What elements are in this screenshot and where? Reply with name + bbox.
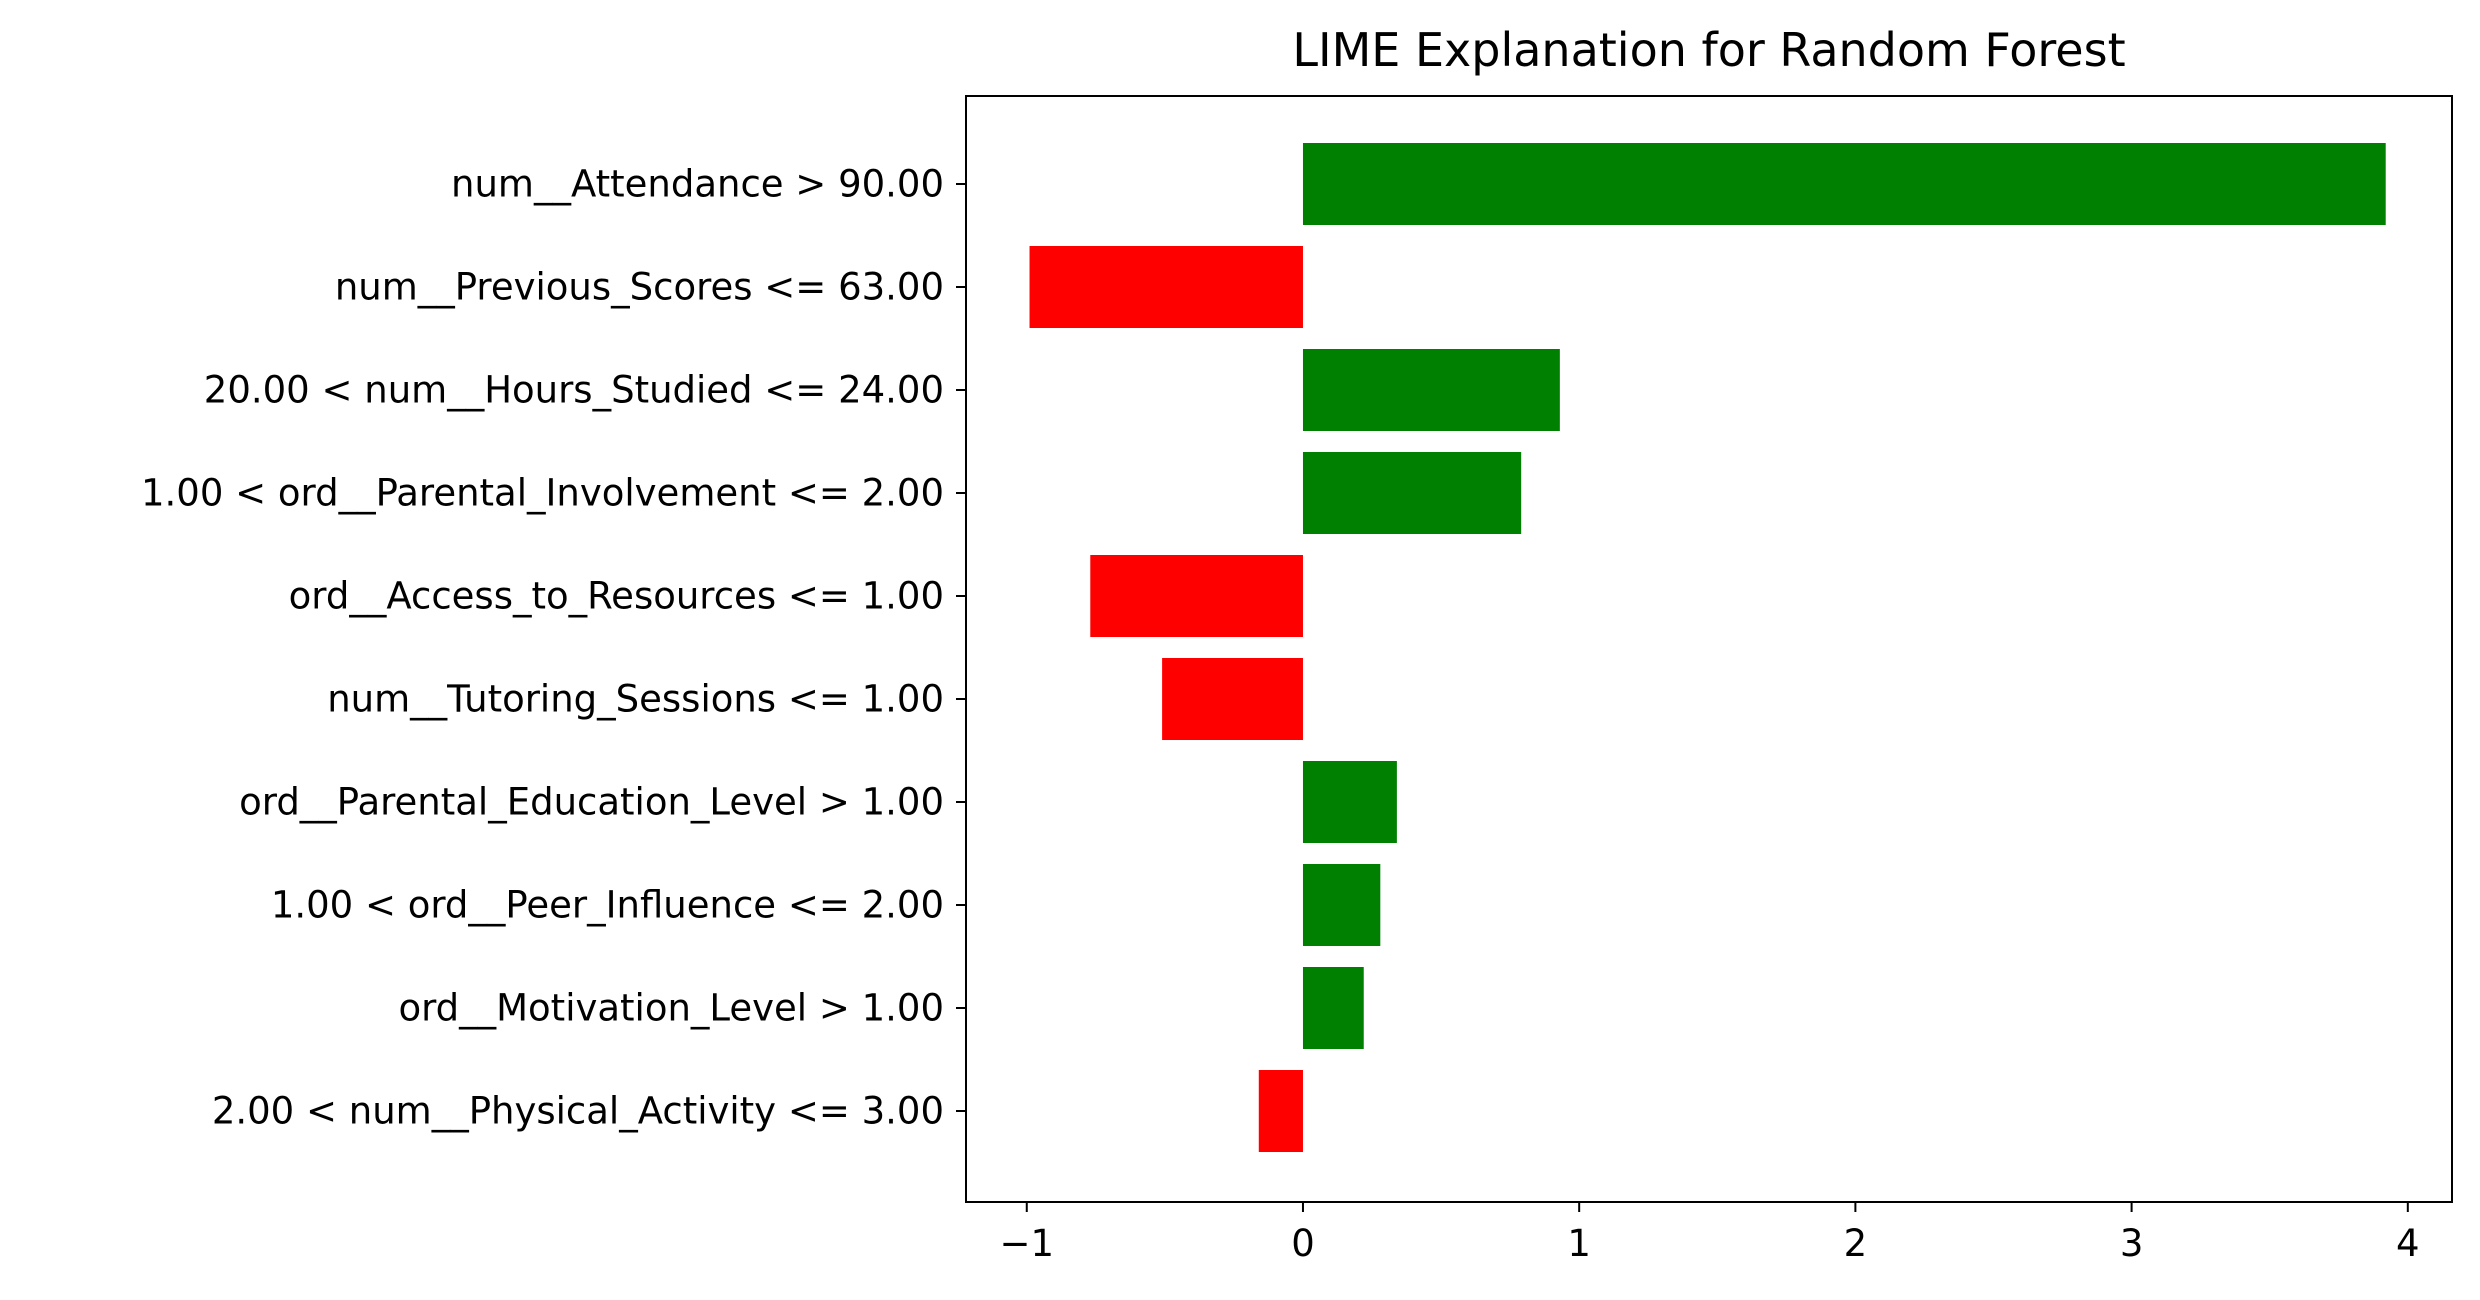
bar-4 — [1090, 555, 1303, 637]
chart-title: LIME Explanation for Random Forest — [1292, 23, 2125, 77]
bar-9 — [1258, 1070, 1303, 1152]
bar-2 — [1302, 349, 1560, 431]
bar-5 — [1162, 658, 1303, 740]
y-tick-label-8: ord__Motivation_Level > 1.00 — [398, 987, 944, 1030]
y-tick-label-2: 20.00 < num__Hours_Studied <= 24.00 — [204, 369, 944, 412]
x-axis: −1 0 1 2 3 4 — [999, 1202, 2420, 1265]
x-tick-label-3: 2 — [1844, 1222, 1868, 1265]
bar-0 — [1302, 143, 2386, 225]
bar-3 — [1302, 452, 1522, 534]
y-tick-label-9: 2.00 < num__Physical_Activity <= 3.00 — [212, 1090, 944, 1133]
y-tick-label-0: num__Attendance > 90.00 — [451, 163, 944, 206]
bar-6 — [1302, 761, 1397, 843]
x-tick-label-1: 0 — [1291, 1222, 1315, 1265]
bars-layer — [1029, 143, 2386, 1152]
y-tick-label-1: num__Previous_Scores <= 63.00 — [335, 266, 944, 309]
bar-7 — [1302, 864, 1381, 946]
y-tick-label-6: ord__Parental_Education_Level > 1.00 — [239, 781, 944, 824]
y-tick-label-3: 1.00 < ord__Parental_Involvement <= 2.00 — [141, 472, 944, 515]
y-tick-label-5: num__Tutoring_Sessions <= 1.00 — [327, 678, 944, 721]
bar-1 — [1029, 246, 1303, 328]
y-tick-label-4: ord__Access_to_Resources <= 1.00 — [289, 575, 944, 618]
plot-frame — [965, 95, 2453, 1203]
y-axis: num__Attendance > 90.00 num__Previous_Sco… — [141, 163, 966, 1133]
y-tick-label-7: 1.00 < ord__Peer_Influence <= 2.00 — [271, 884, 944, 927]
x-tick-label-2: 1 — [1567, 1222, 1591, 1265]
x-tick-label-4: 3 — [2120, 1222, 2144, 1265]
bar-8 — [1302, 967, 1364, 1049]
x-tick-label-0: −1 — [999, 1222, 1054, 1265]
x-tick-label-5: 4 — [2396, 1222, 2420, 1265]
